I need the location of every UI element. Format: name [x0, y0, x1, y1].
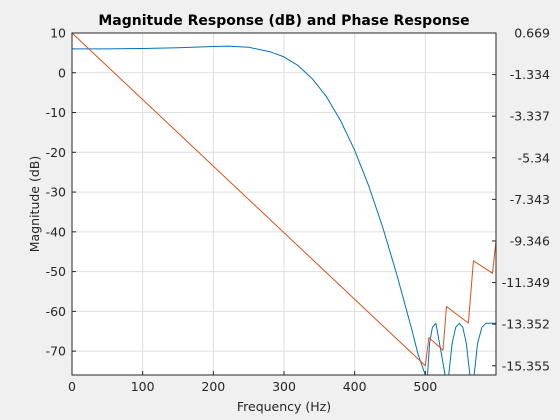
- y-tick-label: 0: [58, 65, 66, 80]
- x-tick-label: 100: [131, 379, 155, 394]
- y2-tick-label: 0.669: [514, 26, 550, 41]
- y2-tick-label: -7.343: [510, 192, 550, 207]
- y-axis-label: Magnitude (dB): [27, 156, 42, 252]
- y-tick-label: -20: [46, 145, 66, 160]
- y-tick-label: -30: [46, 185, 66, 200]
- chart-title: Magnitude Response (dB) and Phase Respon…: [98, 13, 469, 29]
- y-tick-label: -10: [46, 105, 66, 120]
- y-tick-label: -60: [46, 304, 66, 319]
- y2-tick-label: -9.346: [510, 233, 550, 248]
- x-axis-label: Frequency (Hz): [237, 399, 331, 414]
- x-tick-label: 0: [68, 379, 76, 394]
- phase-line: [71, 32, 497, 367]
- y-tick-label: -70: [46, 344, 66, 359]
- y-tick-label: -40: [46, 224, 66, 239]
- x-tick-label: 300: [272, 379, 296, 394]
- axis-ticks: 0 100 200 300 400 500100-10-20-30-40-50-60-70…: [46, 26, 550, 395]
- y2-tick-label: -11.349: [502, 275, 550, 290]
- y-tick-label: 10: [50, 26, 66, 41]
- y2-tick-label: -1.334: [510, 67, 550, 82]
- y-tick-label: -50: [46, 264, 66, 279]
- y2-tick-label: -15.355: [502, 358, 550, 373]
- y2-tick-label: -3.337: [510, 109, 550, 124]
- y2-tick-label: -13.352: [502, 317, 550, 332]
- grid: [71, 32, 496, 375]
- y2-tick-label: -5.34: [518, 150, 550, 165]
- x-tick-label: 200: [201, 379, 225, 394]
- x-tick-label: 500: [413, 379, 437, 394]
- x-tick-label: 400: [343, 379, 367, 394]
